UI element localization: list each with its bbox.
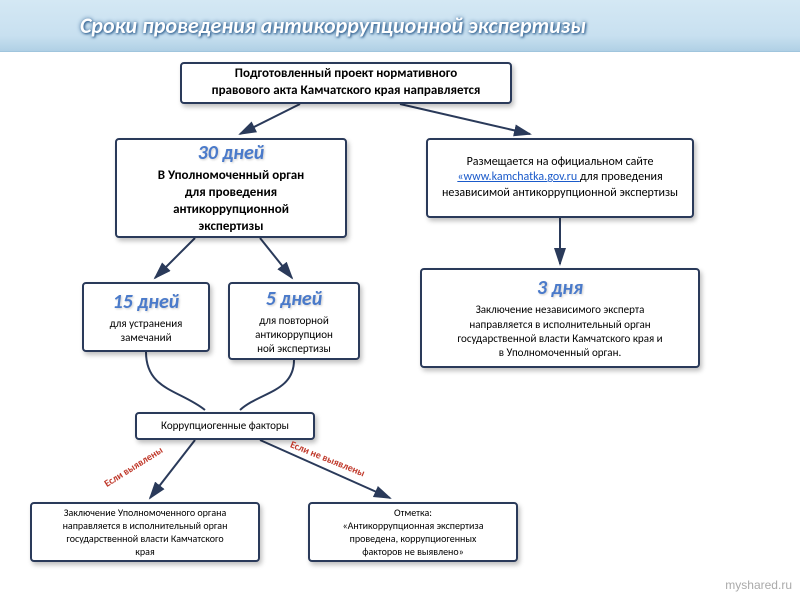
- duration-label: 15 дней: [94, 289, 198, 315]
- duration-label: 5 дней: [240, 286, 348, 312]
- edge-label-8: Если не выявлены: [288, 438, 367, 480]
- node-n5: 5 днейдля повторнойантикоррупционной экс…: [228, 282, 360, 360]
- edge-5: [146, 352, 205, 410]
- node-n15: 15 днейдля устранениязамечаний: [82, 282, 210, 352]
- edge-8: [260, 440, 390, 498]
- edge-label-7: Если выявлены: [102, 443, 165, 489]
- node-source: Подготовленный проект нормативногоправов…: [180, 62, 512, 104]
- website-link[interactable]: «www.kamchatka.gov.ru: [457, 170, 580, 184]
- node-factors: Коррупциогенные факторы: [135, 412, 315, 440]
- edge-6: [240, 360, 294, 410]
- node-website: Размещается на официальном сайте «www.ka…: [426, 138, 694, 218]
- node-mark: Отметка:«Антикоррупционная экспертизапро…: [308, 502, 518, 562]
- edge-1: [400, 104, 530, 134]
- duration-label: 30 дней: [127, 140, 335, 166]
- watermark: myshared.ru: [725, 578, 792, 592]
- node-n3: 3 дняЗаключение независимого экспертанап…: [420, 268, 700, 368]
- page-title: Сроки проведения антикоррупционной экспе…: [80, 12, 586, 39]
- edge-2: [155, 238, 195, 278]
- node-conclusion: Заключение Уполномоченного органанаправл…: [30, 502, 260, 562]
- title-bar: Сроки проведения антикоррупционной экспе…: [0, 0, 800, 52]
- edge-0: [240, 104, 300, 134]
- edge-3: [260, 238, 292, 278]
- node-n30: 30 днейВ Уполномоченный органдля проведе…: [115, 138, 347, 238]
- duration-label: 3 дня: [432, 275, 688, 301]
